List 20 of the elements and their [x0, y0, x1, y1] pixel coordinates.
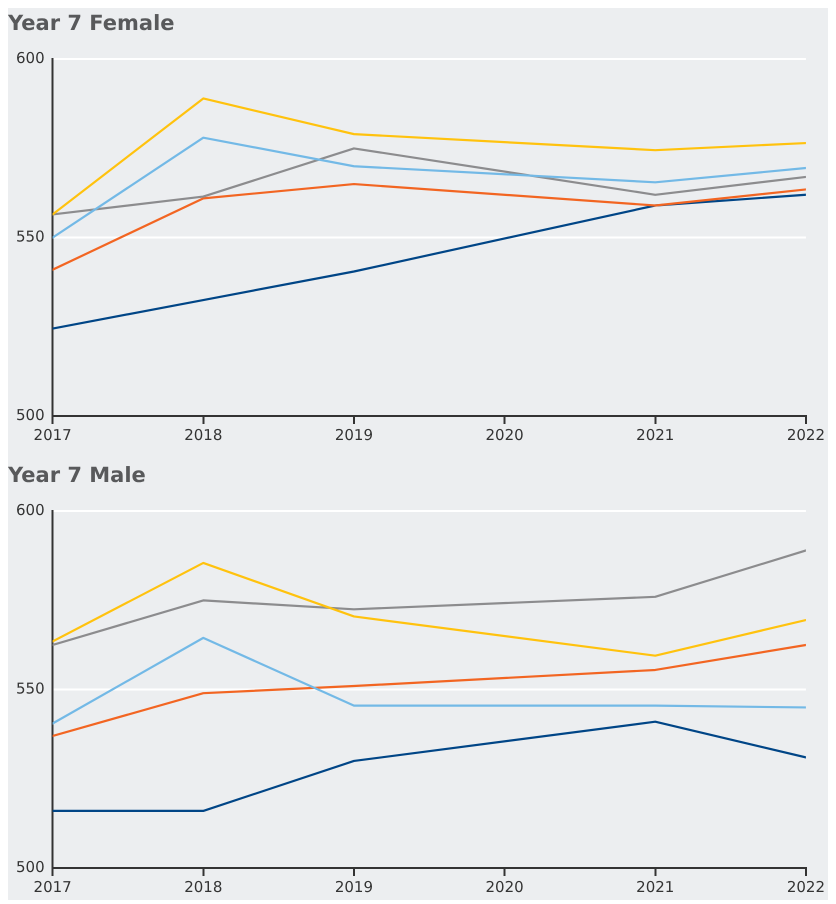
x-tick-label: 2018: [184, 426, 222, 444]
y-tick-label: 550: [16, 227, 45, 246]
y-tick-label: 600: [16, 501, 45, 520]
chart-title: Year 7 Male: [7, 463, 146, 488]
x-tick-label: 2021: [636, 426, 674, 444]
x-tick-label: 2017: [34, 426, 72, 444]
x-tick-label: 2019: [334, 426, 374, 444]
x-tick-label: 2021: [636, 878, 674, 896]
x-tick-label: 2022: [786, 426, 826, 444]
chart-title: Year 7 Female: [7, 11, 175, 36]
x-tick-label: 2017: [34, 878, 72, 896]
x-tick-label: 2019: [334, 878, 374, 896]
x-tick-label: 2020: [486, 878, 524, 896]
y-tick-label: 550: [16, 679, 45, 698]
x-tick-label: 2022: [786, 878, 826, 896]
y-tick-label: 600: [16, 49, 45, 68]
x-tick-label: 2018: [184, 878, 222, 896]
y-tick-label: 500: [16, 858, 45, 876]
y-tick-label: 500: [16, 406, 45, 424]
x-tick-label: 2020: [486, 426, 524, 444]
